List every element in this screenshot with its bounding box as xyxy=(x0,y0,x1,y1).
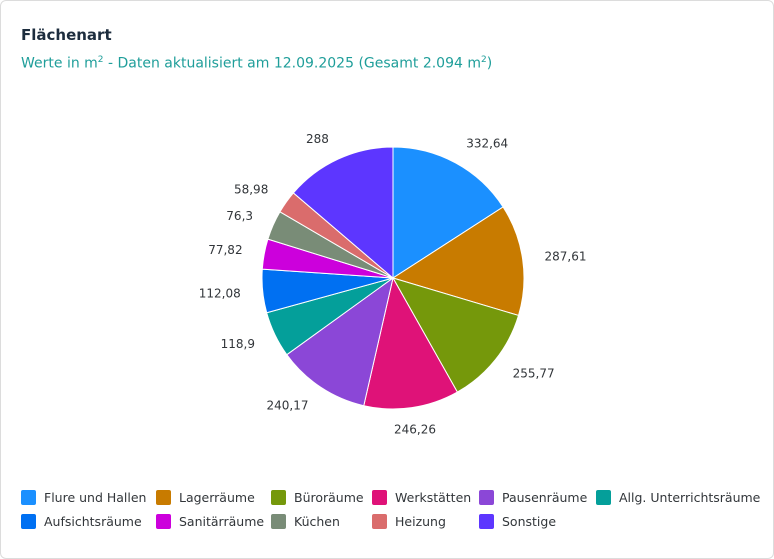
legend-swatch xyxy=(271,489,286,505)
legend-swatch xyxy=(21,513,36,529)
subtitle-suffix: ) xyxy=(486,55,493,72)
legend-item-2[interactable]: Büroräume xyxy=(271,488,364,506)
subtitle-superscript-2: 2 xyxy=(480,55,487,65)
legend-item-1[interactable]: Lagerräume xyxy=(156,488,255,506)
data-label-6: 112,08 xyxy=(199,286,241,300)
legend-label: Büroräume xyxy=(294,489,364,505)
chart-title: Flächenart xyxy=(21,26,112,44)
data-label-1: 287,61 xyxy=(544,249,586,263)
pie-slice-0[interactable] xyxy=(392,146,504,279)
legend-item-0[interactable]: Flure und Hallen xyxy=(21,488,146,506)
legend-label: Heizung xyxy=(395,513,446,529)
legend-swatch xyxy=(596,489,611,505)
legend-item-7[interactable]: Sanitärräume xyxy=(156,512,264,530)
legend-label: Allg. Unterrichtsräume xyxy=(619,489,761,505)
legend-item-4[interactable]: Pausenräume xyxy=(479,488,587,506)
legend-swatch xyxy=(479,513,494,529)
pie-slice-2[interactable] xyxy=(391,277,520,393)
legend-label: Pausenräume xyxy=(502,489,588,505)
data-label-10: 288 xyxy=(306,132,329,146)
legend-label: Sanitärräume xyxy=(179,513,265,529)
pie-chart: 332,64 287,61 255,77 246,26 240,17 118,9 112,0… xyxy=(199,132,587,436)
legend-swatch xyxy=(479,489,494,505)
legend-item-6[interactable]: Aufsichtsräume xyxy=(21,512,142,530)
legend-item-5[interactable]: Allg. Unterrichtsräume xyxy=(596,488,760,506)
pie-slice-4[interactable] xyxy=(286,276,394,407)
legend-item-9[interactable]: Heizung xyxy=(372,512,446,530)
legend-item-3[interactable]: Werkstätten xyxy=(372,488,471,506)
data-label-3: 246,26 xyxy=(394,422,436,436)
subtitle-superscript: 2 xyxy=(97,55,104,65)
pie-slice-10[interactable] xyxy=(292,146,394,280)
data-label-8: 76,3 xyxy=(226,209,253,223)
legend-swatch xyxy=(156,513,171,529)
legend-swatch xyxy=(271,513,286,529)
data-label-2: 255,77 xyxy=(513,366,555,380)
legend-label: Sonstige xyxy=(502,513,557,529)
pie-slice-3[interactable] xyxy=(363,276,459,410)
legend-swatch xyxy=(372,489,387,505)
legend-item-8[interactable]: Küchen xyxy=(271,512,340,530)
data-label-5: 118,9 xyxy=(221,337,255,351)
legend-swatch xyxy=(156,489,171,505)
legend-label: Küchen xyxy=(294,513,340,529)
legend-label: Werkstätten xyxy=(395,489,472,505)
subtitle-middle: - Daten aktualisiert am 12.09.2025 (Gesa… xyxy=(103,55,481,72)
legend-swatch xyxy=(372,513,387,529)
subtitle-prefix: Werte in m xyxy=(21,55,98,72)
chart-subtitle: Werte in m2 - Daten aktualisiert am 12.0… xyxy=(21,55,492,72)
legend-label: Lagerräume xyxy=(179,489,255,505)
data-label-9: 58,98 xyxy=(234,182,268,196)
data-label-0: 332,64 xyxy=(466,137,508,151)
legend-swatch xyxy=(21,489,36,505)
legend-label: Flure und Hallen xyxy=(44,489,147,505)
data-label-7: 77,82 xyxy=(208,243,242,257)
legend-item-10[interactable]: Sonstige xyxy=(479,512,556,530)
data-label-4: 240,17 xyxy=(266,399,308,413)
pie-slice-1[interactable] xyxy=(391,206,525,317)
legend-label: Aufsichtsräume xyxy=(44,513,142,529)
